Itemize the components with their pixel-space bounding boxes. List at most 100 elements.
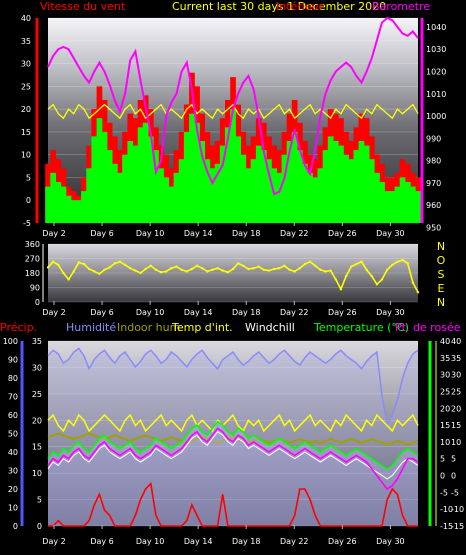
wind-bar [158, 168, 164, 223]
wind-bar [86, 168, 92, 223]
wind-bar [173, 172, 180, 223]
wind-bar [163, 177, 170, 223]
plot-area [48, 341, 418, 526]
y-tick-label: 5 [37, 496, 42, 505]
direction-point [190, 267, 194, 271]
y-tick-label: 30 [21, 60, 31, 69]
wind-bar [70, 200, 77, 223]
chart-title: Current last 30 days 1 December 2020 [172, 0, 386, 13]
y-tick-label: 10 [32, 469, 42, 478]
direction-point [185, 270, 188, 273]
y-tick-label: -5 [23, 219, 31, 228]
direction-point [298, 267, 301, 270]
wind-bar [312, 177, 319, 223]
direction-point [370, 275, 373, 278]
wind-bar [60, 186, 67, 223]
x-tick-label: Day 14 [184, 308, 213, 317]
y-tick-label: 960 [426, 201, 441, 210]
direction-point [293, 270, 296, 273]
wind-bar [363, 145, 370, 223]
indoor-temp-line [47, 103, 419, 120]
x-tick-label: Day 6 [90, 308, 113, 317]
y-tick-label: 20 [8, 485, 18, 494]
direction-point [334, 278, 337, 281]
y-tick-label: 5 [451, 455, 456, 464]
y-tick-label: 40 [440, 337, 450, 346]
y-tick-label: -5 [440, 488, 448, 497]
direction-point [411, 281, 415, 284]
direction-point [87, 267, 91, 271]
legend-temp-int: Temp d'int. [171, 321, 233, 334]
wind-bar [338, 145, 344, 223]
wind-bar [219, 145, 226, 223]
y-tick-label: 30 [8, 467, 18, 476]
y-tick-label: 25 [451, 387, 461, 396]
y-tick-label: 60 [8, 411, 18, 420]
wind-bar [307, 172, 313, 223]
direction-point [144, 267, 147, 271]
y-tick-label: 40 [451, 337, 461, 346]
y-tick-label: -5 [451, 488, 459, 497]
plot-area [48, 244, 418, 302]
wind-bar [199, 141, 205, 223]
x-tick-label: Day 18 [232, 229, 261, 238]
x-tick-label: Day 6 [90, 537, 113, 546]
wind-bar [240, 154, 247, 223]
direction-point [272, 267, 276, 271]
wind-bar [112, 163, 118, 223]
direction-point [344, 275, 348, 278]
direction-point [180, 268, 183, 271]
wind-bar [332, 141, 339, 223]
wind-bar [415, 191, 421, 223]
y-tick-label: 5 [26, 173, 31, 182]
x-tick-label: Day 6 [90, 229, 113, 238]
direction-point [380, 278, 384, 281]
direction-point [339, 287, 343, 291]
wind-bar [132, 145, 139, 223]
direction-point [236, 262, 240, 265]
direction-point [82, 262, 86, 266]
y-tick-label: 15 [440, 421, 450, 430]
direction-point [123, 263, 127, 267]
wind-bar [147, 136, 154, 223]
y-tick-label: 15 [21, 128, 31, 137]
y-tick-label: 90 [30, 284, 40, 293]
x-tick-label: Day 10 [136, 229, 165, 238]
direction-point [67, 278, 70, 281]
y-tick-label: 80 [8, 374, 18, 383]
legend-humidity: Humidité [66, 321, 116, 334]
direction-point [283, 264, 286, 267]
direction-point [257, 265, 260, 268]
y-tick-label: 0 [35, 298, 40, 307]
y-tick-label: 35 [440, 354, 450, 363]
y-tick-label: 970 [426, 179, 441, 188]
wind-bar [137, 127, 144, 223]
wind-bar [399, 177, 406, 223]
y-tick-label: 90 [8, 356, 18, 365]
direction-point [221, 269, 224, 272]
wind-bar [55, 182, 62, 223]
wind-bar [261, 150, 267, 223]
x-tick-label: Day 2 [42, 537, 65, 546]
direction-point [113, 262, 117, 265]
x-tick-label: Day 18 [232, 308, 261, 317]
x-tick-label: Day 18 [232, 537, 261, 546]
x-tick-label: Day 26 [328, 229, 357, 238]
wind-bar [189, 113, 195, 223]
x-tick-label: Day 30 [376, 537, 405, 546]
y-tick-label: -10 [440, 505, 453, 514]
wind-bar [404, 182, 411, 223]
y-tick-label: 70 [8, 393, 18, 402]
direction-point [175, 265, 178, 268]
y-tick-label: 40 [8, 448, 18, 457]
direction-point [267, 269, 271, 272]
wind-bar [81, 191, 87, 223]
x-tick-label: Day 22 [280, 308, 309, 317]
wind-bar [214, 163, 221, 223]
y-tick-label: 10 [440, 438, 450, 447]
direction-point [206, 270, 209, 273]
direction-point [386, 268, 389, 271]
direction-point [329, 269, 332, 272]
direction-point [170, 267, 173, 270]
